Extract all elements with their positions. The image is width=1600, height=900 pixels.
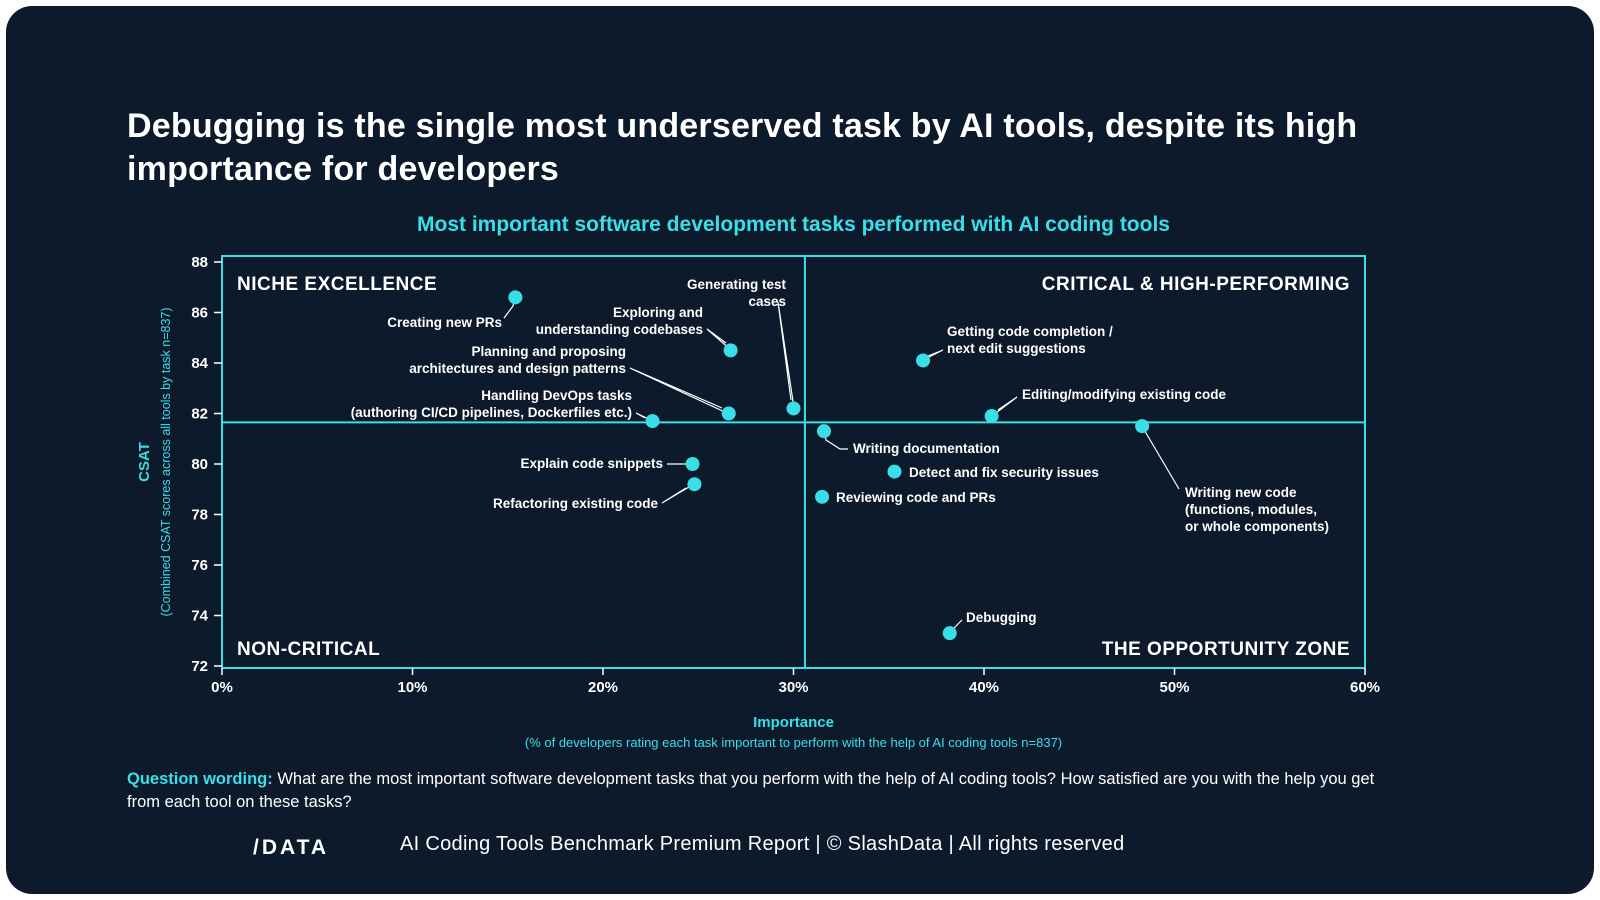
question-wording-label: Question wording: — [127, 770, 273, 788]
y-tick-label: 80 — [191, 456, 208, 473]
x-axis-subtitle: (% of developers rating each task import… — [525, 735, 1062, 750]
x-tick-label: 30% — [778, 679, 808, 696]
x-tick-label: 20% — [588, 679, 618, 696]
page-title: Debugging is the single most underserved… — [127, 107, 1358, 188]
data-point — [786, 401, 801, 416]
x-tick-label: 40% — [969, 679, 999, 696]
label-leader-line — [922, 349, 944, 361]
x-tick-label: 0% — [211, 679, 233, 696]
data-point-label: Generating test cases — [687, 277, 787, 309]
data-point — [685, 457, 700, 471]
x-axis-title: Importance — [753, 714, 834, 731]
data-point — [723, 343, 738, 358]
label-leader-line — [661, 483, 695, 504]
x-tick-label: 10% — [397, 679, 427, 696]
y-tick-label: 72 — [191, 658, 208, 675]
question-wording-text: What are the most important software dev… — [127, 770, 1375, 812]
y-axis-subtitle: (Combined CSAT scores across all tools b… — [159, 307, 173, 616]
label-leader-line — [1141, 425, 1180, 490]
data-point-label: Debugging — [966, 610, 1037, 625]
quadrant-label-top-right: CRITICAL & HIGH-PERFORMING — [1042, 274, 1350, 295]
y-axis-title: CSAT — [136, 442, 153, 482]
data-point — [687, 477, 702, 492]
data-point — [887, 464, 902, 479]
label-leader-line — [706, 328, 732, 351]
data-point-label: Creating new PRs — [387, 315, 502, 330]
data-point-label: Explain code snippets — [520, 456, 663, 471]
x-tick-label: 50% — [1159, 679, 1189, 696]
label-leader-line — [991, 396, 1018, 417]
data-point — [916, 353, 931, 368]
data-point — [721, 406, 736, 421]
data-point-label: Writing new code (functions, modules, or w… — [1185, 485, 1329, 534]
quadrant-label-bottom-right: THE OPPORTUNITY ZONE — [1102, 639, 1350, 660]
label-leader-line — [629, 367, 730, 415]
data-point — [508, 290, 523, 305]
label-leader-line — [777, 301, 795, 409]
slashdata-logo: /DATA — [253, 836, 330, 859]
data-point-label: Getting code completion / next edit sugge… — [947, 324, 1113, 356]
y-tick-label: 88 — [191, 254, 208, 271]
report-panel — [6, 6, 1594, 894]
data-point-label: Planning and proposing architectures and … — [409, 344, 626, 376]
y-tick-label: 82 — [191, 406, 208, 423]
data-point — [645, 414, 660, 429]
data-point — [815, 489, 830, 504]
y-tick-label: 84 — [191, 355, 208, 372]
data-point-label: Reviewing code and PRs — [836, 490, 996, 505]
data-point-label: Handling DevOps tasks (authoring CI/CD pi… — [351, 388, 632, 420]
chart-title: Most important software development task… — [417, 213, 1170, 236]
quadrant-label-top-left: NICHE EXCELLENCE — [237, 274, 437, 295]
y-tick-label: 78 — [191, 507, 208, 524]
data-point-label: Editing/modifying existing code — [1022, 387, 1227, 402]
data-point-label: Refactoring existing code — [493, 496, 659, 511]
data-point — [984, 409, 999, 424]
data-point-label: Writing documentation — [853, 441, 1000, 456]
data-point-label: Exploring and understanding codebases — [536, 305, 703, 337]
data-point — [1135, 419, 1150, 434]
y-tick-label: 86 — [191, 305, 208, 322]
quadrant-label-bottom-left: NON-CRITICAL — [237, 639, 380, 660]
question-wording: Question wording: What are the most impo… — [127, 768, 1407, 815]
data-point — [942, 626, 957, 641]
y-tick-label: 76 — [191, 557, 208, 574]
data-point — [816, 424, 831, 439]
y-tick-label: 74 — [191, 608, 208, 625]
data-point-label: Detect and fix security issues — [909, 465, 1099, 480]
footer-copyright: AI Coding Tools Benchmark Premium Report… — [400, 833, 1125, 855]
x-tick-label: 60% — [1350, 679, 1380, 696]
